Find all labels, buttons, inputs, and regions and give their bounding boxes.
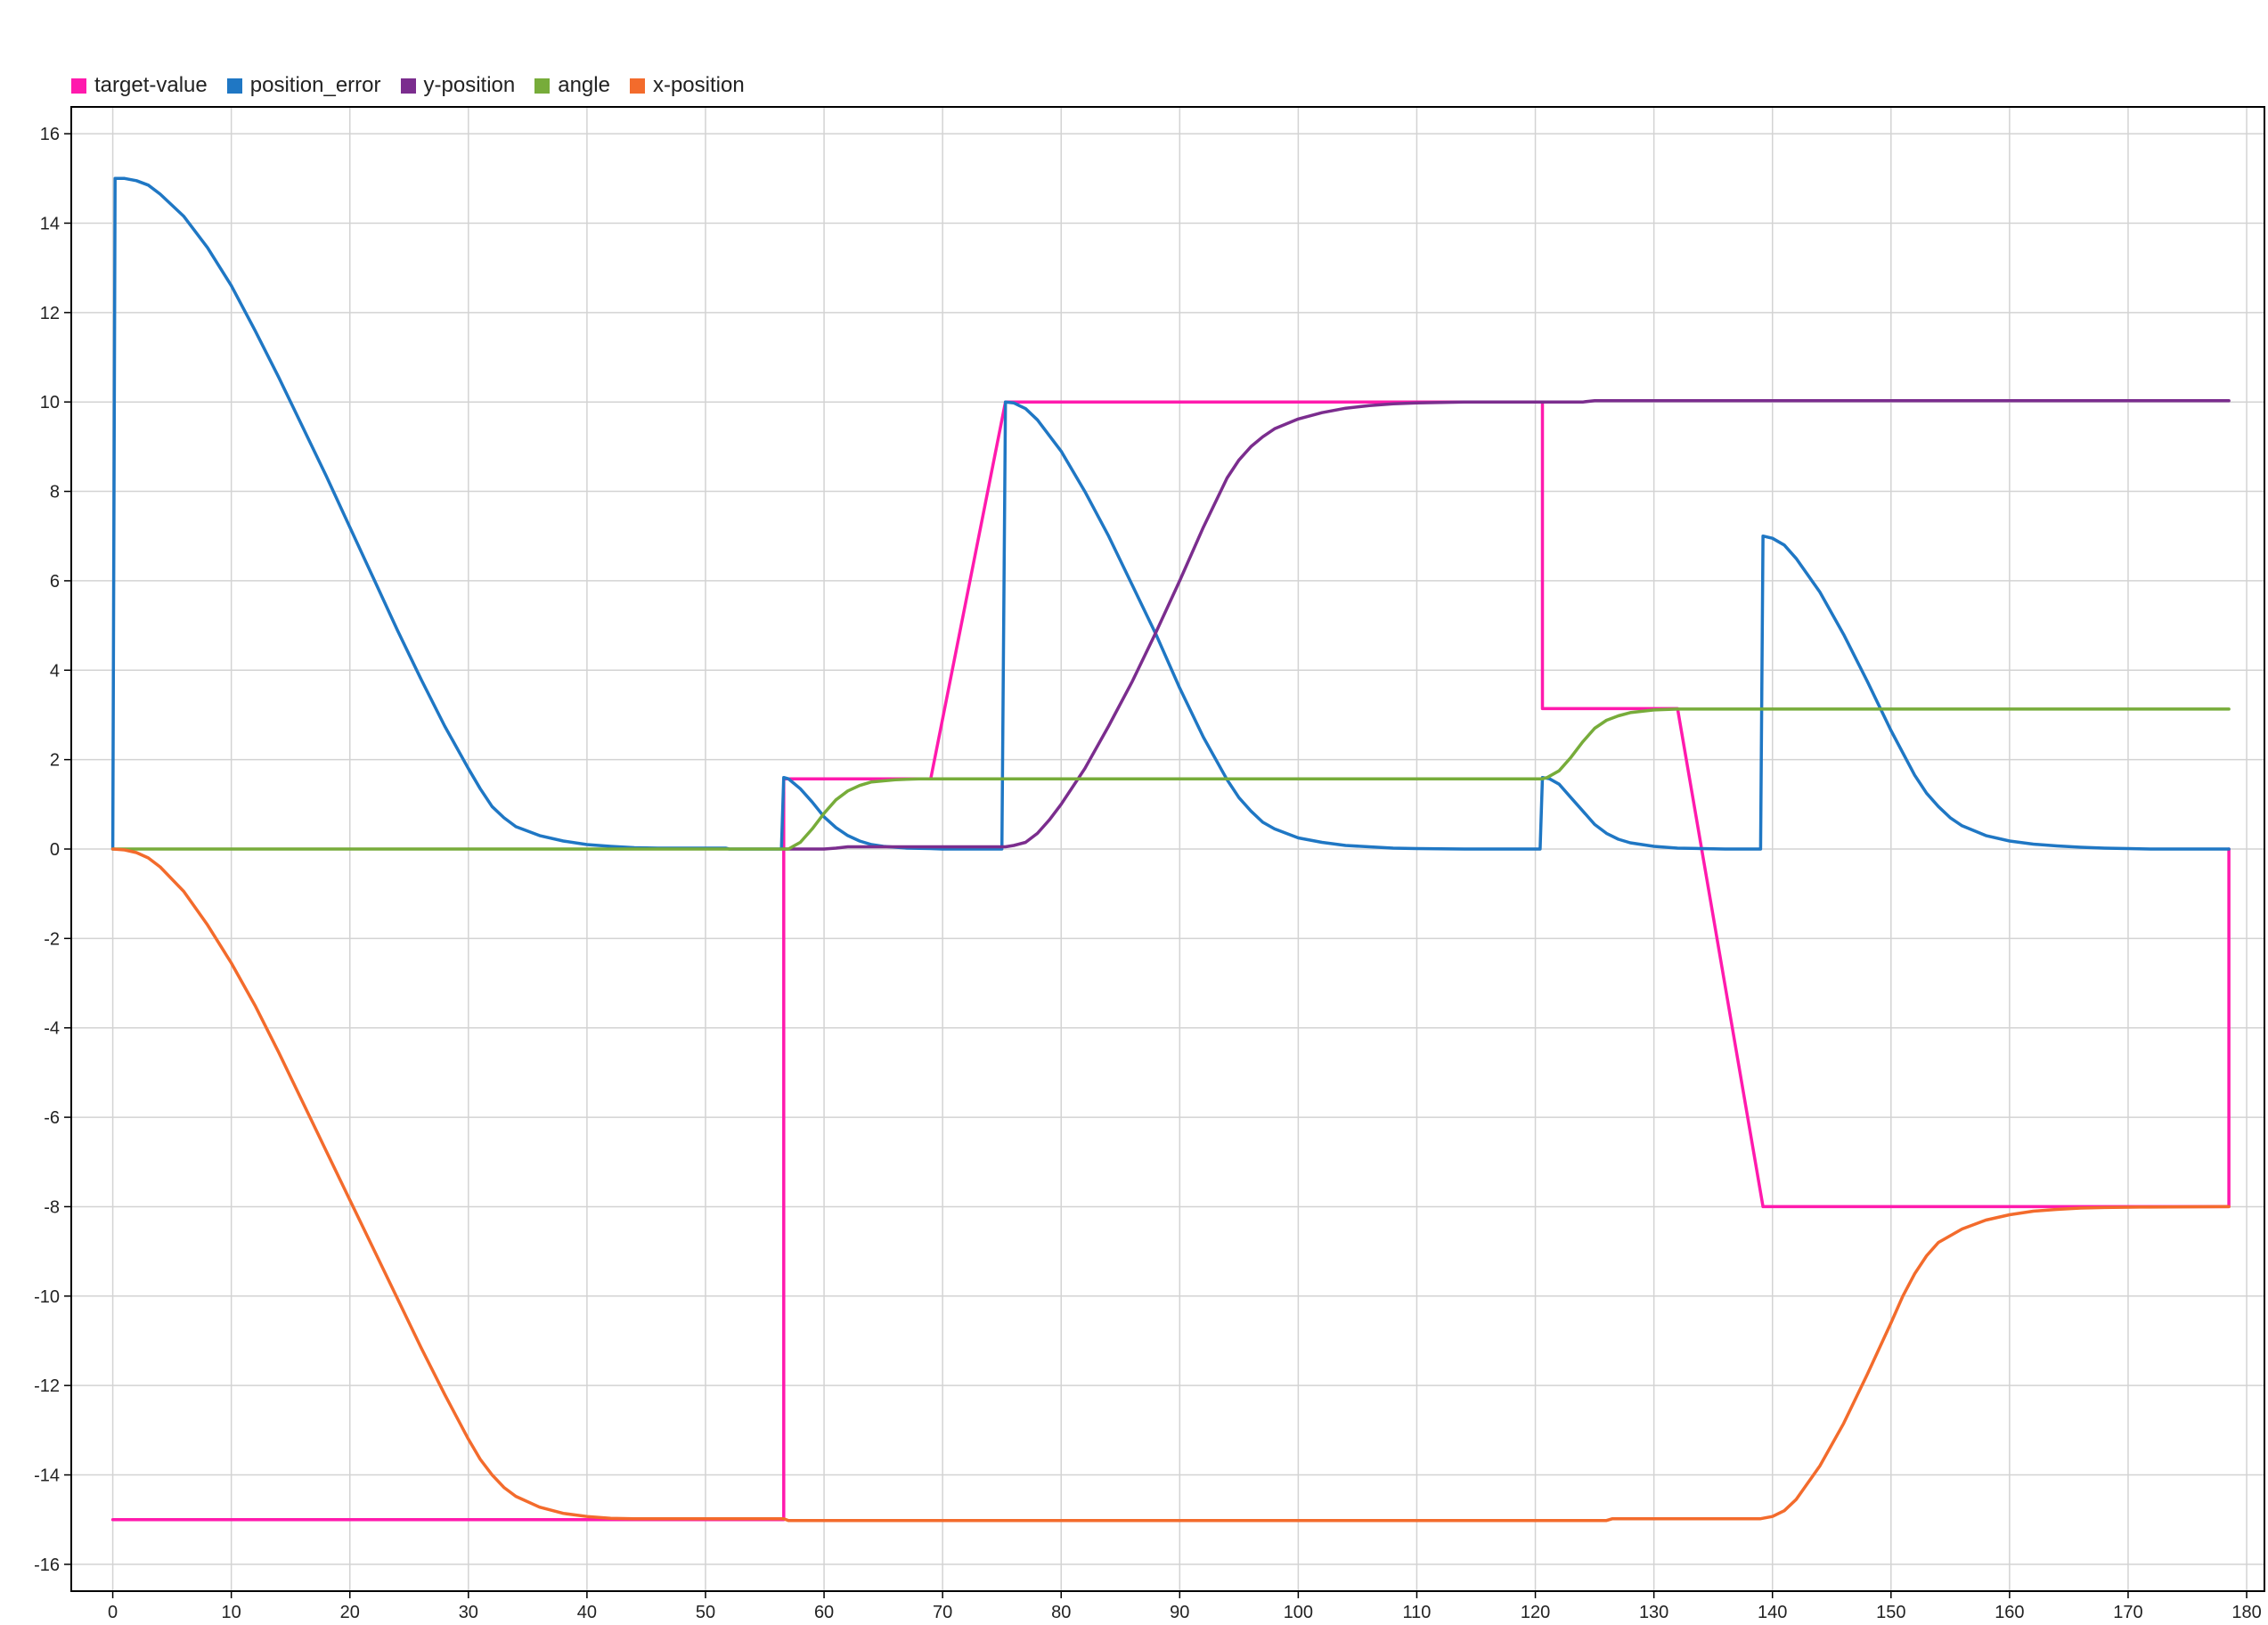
x-tick-label-80: 80 xyxy=(1051,1603,1071,1622)
x-tick-label-30: 30 xyxy=(459,1603,478,1622)
legend-label-position-error: position_error xyxy=(249,73,381,97)
y-tick-label-2: -2 xyxy=(44,929,60,949)
x-tick-label-10: 10 xyxy=(222,1603,241,1622)
legend-item-position-error[interactable]: position_error xyxy=(226,73,381,98)
series-line-position-error[interactable] xyxy=(110,176,2231,851)
x-tick-label-150: 150 xyxy=(1876,1603,1905,1622)
x-tick-label-90: 90 xyxy=(1170,1603,1189,1622)
x-tick-label-20: 20 xyxy=(340,1603,360,1622)
legend-swatch-target-value xyxy=(71,78,86,94)
x-tick-label-130: 130 xyxy=(1639,1603,1668,1622)
x-tick-label-140: 140 xyxy=(1758,1603,1787,1622)
x-tick-label-160: 160 xyxy=(1995,1603,2024,1622)
y-tick-label-6: 6 xyxy=(50,572,60,592)
y-tick-label-0: 0 xyxy=(50,840,60,860)
legend-label-y-position: y-position xyxy=(423,73,516,97)
x-tick-label-40: 40 xyxy=(577,1603,597,1622)
y-tick-label-8: 8 xyxy=(50,483,60,502)
legend-label-target-value: target-value xyxy=(94,73,208,97)
legend-swatch-x-position xyxy=(629,78,645,94)
legend-label-x-position: x-position xyxy=(652,73,745,97)
axis-ticks: 0 10 20 30 40 50 60 70 80 90 100 110 120 130 140 150 160… xyxy=(34,125,2262,1622)
x-tick-label-170: 170 xyxy=(2113,1603,2142,1622)
series-line-y-position[interactable] xyxy=(782,398,2231,851)
x-tick-label-70: 70 xyxy=(933,1603,952,1622)
series-layer xyxy=(110,176,2231,1523)
y-tick-label-2: 2 xyxy=(50,751,60,771)
series-line-angle[interactable] xyxy=(110,707,2231,851)
y-tick-label-12: 12 xyxy=(40,304,60,323)
y-tick-label-10: -10 xyxy=(34,1287,60,1307)
series-line-x-position[interactable] xyxy=(110,847,2231,1523)
legend-swatch-angle xyxy=(534,78,551,94)
legend-item-target-value[interactable]: target-value xyxy=(71,73,208,98)
y-tick-label-14: -14 xyxy=(34,1466,60,1486)
legend-swatch-position-error xyxy=(226,78,242,94)
y-tick-label-8: -8 xyxy=(44,1197,60,1217)
y-tick-label-16: 16 xyxy=(40,125,60,144)
legend-item-x-position[interactable]: x-position xyxy=(629,73,745,98)
x-tick-label-180: 180 xyxy=(2231,1603,2261,1622)
legend-item-angle[interactable]: angle xyxy=(534,73,610,98)
legend-swatch-y-position xyxy=(400,78,416,94)
y-tick-label-12: -12 xyxy=(34,1376,60,1396)
x-tick-label-50: 50 xyxy=(696,1603,715,1622)
y-tick-label-6: -6 xyxy=(44,1108,60,1128)
chart-legend: target-value position_error y-position angl… xyxy=(71,71,745,100)
y-tick-label-10: 10 xyxy=(40,393,60,412)
y-tick-label-4: 4 xyxy=(50,661,60,681)
y-tick-label-16: -16 xyxy=(34,1556,60,1575)
legend-item-y-position[interactable]: y-position xyxy=(400,73,516,98)
x-tick-label-0: 0 xyxy=(108,1603,118,1622)
x-tick-label-60: 60 xyxy=(814,1603,834,1622)
y-tick-label-4: -4 xyxy=(44,1019,60,1039)
x-tick-label-100: 100 xyxy=(1284,1603,1313,1622)
y-tick-label-14: 14 xyxy=(40,214,60,233)
x-tick-label-110: 110 xyxy=(1403,1603,1432,1622)
x-tick-label-120: 120 xyxy=(1521,1603,1550,1622)
legend-label-angle: angle xyxy=(558,73,610,97)
